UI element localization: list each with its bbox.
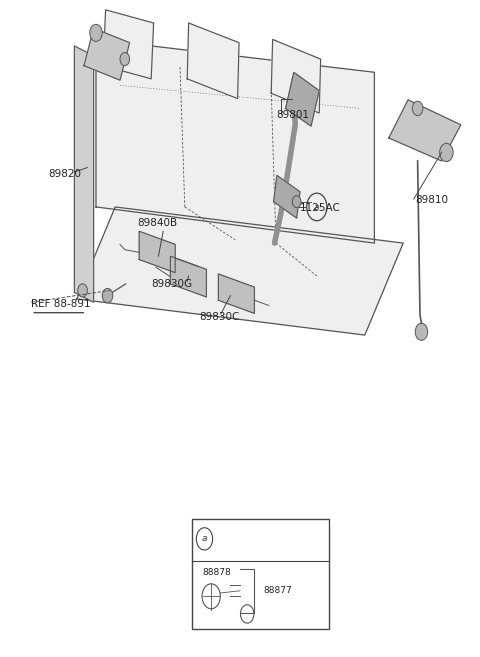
Polygon shape xyxy=(389,100,461,161)
Circle shape xyxy=(78,284,87,297)
Polygon shape xyxy=(103,10,154,79)
Text: 89830G: 89830G xyxy=(151,279,192,290)
Text: 88877: 88877 xyxy=(263,586,292,595)
Text: a: a xyxy=(202,534,207,543)
Text: 88878: 88878 xyxy=(203,568,231,576)
Polygon shape xyxy=(74,46,94,302)
Polygon shape xyxy=(271,39,321,113)
Text: 89810: 89810 xyxy=(415,195,448,206)
Polygon shape xyxy=(96,39,374,243)
Polygon shape xyxy=(187,23,239,99)
Text: 89801: 89801 xyxy=(276,110,309,120)
Polygon shape xyxy=(139,231,175,273)
Text: 89820: 89820 xyxy=(48,169,81,179)
Circle shape xyxy=(90,24,102,41)
Polygon shape xyxy=(77,207,403,335)
Circle shape xyxy=(102,288,113,303)
Circle shape xyxy=(412,101,423,116)
Polygon shape xyxy=(218,274,254,313)
Bar xyxy=(192,519,329,629)
Polygon shape xyxy=(274,175,300,218)
Text: 1125AC: 1125AC xyxy=(300,203,341,214)
Polygon shape xyxy=(286,72,319,126)
Text: REF 88-891: REF 88-891 xyxy=(31,299,91,309)
Polygon shape xyxy=(84,28,130,80)
Text: 89830C: 89830C xyxy=(199,311,240,322)
Circle shape xyxy=(120,53,130,66)
Circle shape xyxy=(292,196,301,208)
Text: a: a xyxy=(314,203,320,212)
Text: 89840B: 89840B xyxy=(137,218,177,229)
Circle shape xyxy=(415,323,428,340)
Circle shape xyxy=(440,143,453,162)
Polygon shape xyxy=(170,256,206,297)
